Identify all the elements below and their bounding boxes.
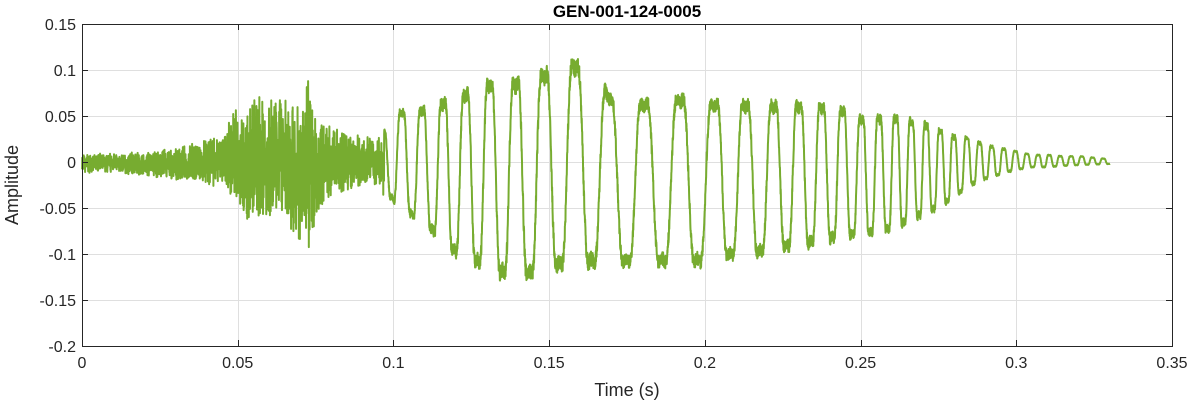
grid-layer xyxy=(82,24,1172,346)
y-tick-label: 0.15 xyxy=(45,17,76,34)
y-tick-label: -0.2 xyxy=(48,339,76,356)
x-tick-label: 0.05 xyxy=(222,355,253,372)
y-tick-label: 0 xyxy=(67,155,76,172)
x-tick-label: 0.1 xyxy=(382,355,404,372)
y-tick-label: 0.1 xyxy=(54,63,76,80)
y-tick-label: -0.15 xyxy=(40,293,77,310)
y-tick-label: -0.05 xyxy=(40,201,77,218)
plot-frame xyxy=(82,24,1173,347)
x-tick-label: 0.25 xyxy=(845,355,876,372)
x-tick-label: 0.3 xyxy=(1005,355,1027,372)
x-axis-ticks: 0 0.05 0.1 0.15 0.2 0.25 0.3 0.35 xyxy=(78,24,1188,372)
x-tick-label: 0.35 xyxy=(1156,355,1187,372)
x-tick-label: 0.15 xyxy=(534,355,565,372)
y-tick-label: 0.05 xyxy=(45,109,76,126)
waveform-series-line xyxy=(81,58,1111,282)
plot-layer xyxy=(81,58,1111,282)
x-tick-label: 0.2 xyxy=(694,355,716,372)
chart-title: GEN-001-124-0005 xyxy=(553,2,701,21)
x-tick-label: 0 xyxy=(78,355,87,372)
y-tick-label: -0.1 xyxy=(48,247,76,264)
y-axis-ticks: 0.15 0.1 0.05 0 -0.05 -0.1 -0.15 -0.2 xyxy=(40,17,1172,356)
y-axis-label: Amplitude xyxy=(2,145,22,225)
x-axis-label: Time (s) xyxy=(594,380,659,400)
